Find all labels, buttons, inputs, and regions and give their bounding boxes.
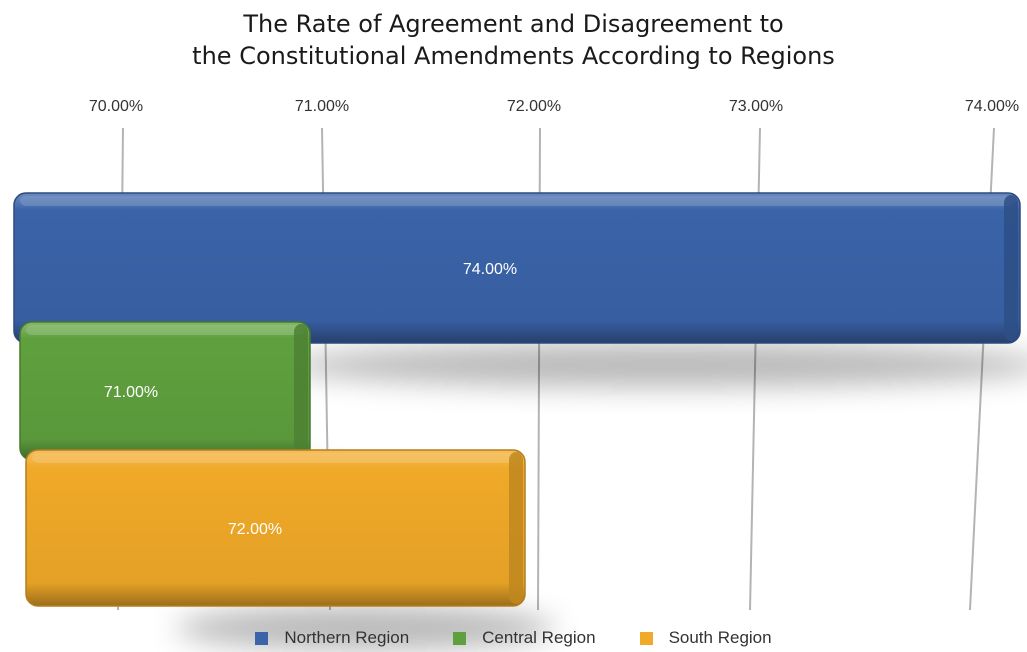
bar-shadow [285, 343, 1027, 387]
bar-end-cap [294, 324, 308, 458]
legend-item: South Region [639, 628, 772, 648]
legend-label: South Region [668, 628, 772, 647]
chart-title: The Rate of Agreement and Disagreement t… [0, 8, 1027, 72]
legend: Northern Region Central Region South Regio… [0, 628, 1027, 648]
bar-data-label: 71.00% [104, 384, 158, 401]
legend-label: Northern Region [284, 628, 410, 647]
bar-data-label: 72.00% [228, 521, 282, 538]
x-tick-label: 74.00% [965, 98, 1019, 115]
x-tick-label: 72.00% [507, 98, 561, 115]
bar-central-region [19, 321, 311, 461]
bar-data-label: 74.00% [463, 261, 517, 278]
bar-end-cap [1004, 195, 1018, 341]
legend-item: Northern Region [255, 628, 409, 648]
x-tick-label: 73.00% [729, 98, 783, 115]
chart-title-line-2: the Constitutional Amendments According … [192, 42, 835, 70]
bar-highlight [20, 196, 1014, 206]
legend-swatch [453, 631, 467, 645]
bar-south-region [25, 449, 526, 607]
bar-highlight [26, 325, 304, 335]
legend-item: Central Region [453, 628, 596, 648]
x-tick-label: 71.00% [295, 98, 349, 115]
chart-title-line-1: The Rate of Agreement and Disagreement t… [243, 10, 784, 38]
x-tick-label: 70.00% [89, 98, 143, 115]
bar-highlight [32, 453, 519, 463]
x-axis-ticks: 70.00% 71.00% 72.00% 73.00% 74.00% [89, 98, 1019, 115]
bars: 74.00% 71.00% 72.00% [13, 192, 1021, 607]
bar-northern-region [13, 192, 1021, 344]
legend-label: Central Region [482, 628, 596, 647]
legend-swatch [639, 631, 653, 645]
legend-swatch [255, 631, 269, 645]
bar-end-cap [509, 452, 523, 604]
